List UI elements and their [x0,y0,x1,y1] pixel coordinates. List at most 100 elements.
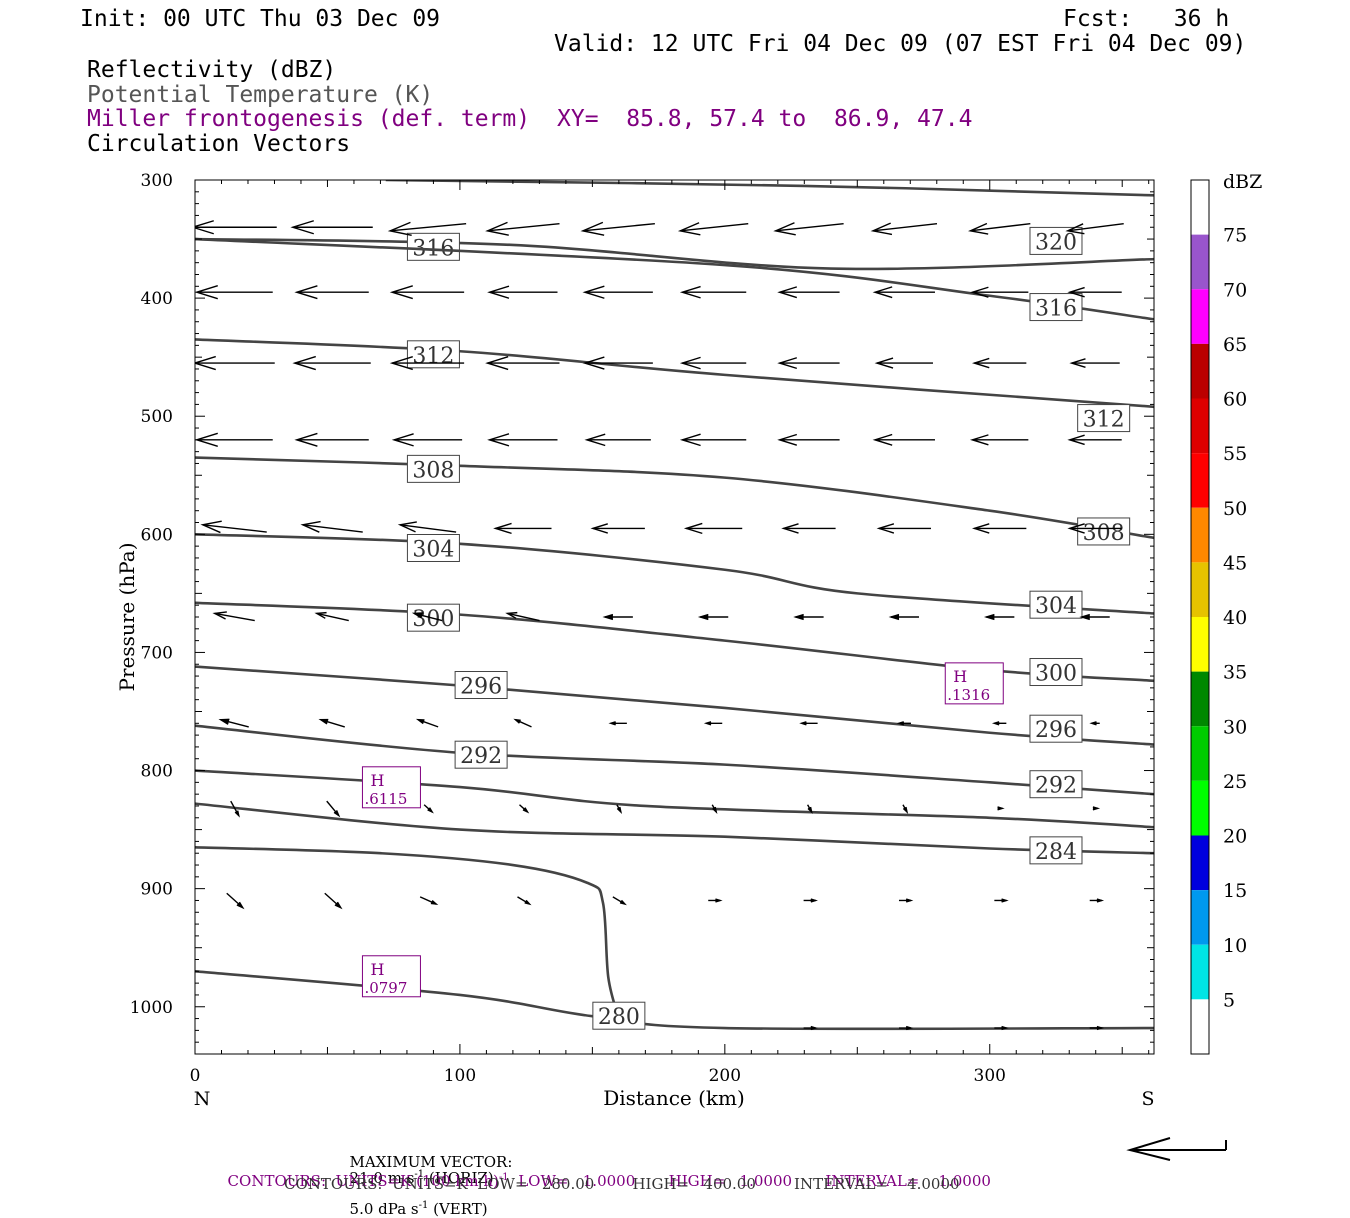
vector-head [619,899,627,906]
circulation-vector [584,433,651,447]
vector-head [679,433,701,447]
circulation-vector [212,611,255,622]
vector-head [218,718,230,725]
theta-label-box [1029,714,1083,743]
circulation-vector [1067,286,1122,298]
colorbar-segment [1191,617,1209,672]
circulation-vector [994,1025,1009,1031]
vector-shaft [202,524,267,533]
colorbar-title: dBZ [1223,171,1262,193]
circulation-vector [803,898,818,903]
circulation-vector [697,613,729,621]
vector-head [876,523,895,534]
vector-head [334,901,343,910]
circulation-vector [391,433,463,447]
fronto-max-box [361,955,421,998]
vector-head [969,286,989,298]
vector-head [487,433,510,447]
circulation-vector [493,522,552,535]
circulation-vector [799,721,818,726]
colorbar-segment [1191,890,1209,945]
vector-head [810,1025,818,1031]
max-vector-vert: 5.0 dPa s [349,1200,419,1218]
vector-shaft [775,222,844,232]
vector-shaft [487,222,560,232]
theta-label-box [406,533,460,562]
theta-contour-label: 300 [1029,658,1083,687]
vector-shaft [214,612,255,622]
vector-head [294,432,318,447]
vector-head [1067,434,1085,446]
colorbar-tick-label: 70 [1223,279,1247,301]
fronto-max-value: .1316 [947,686,990,704]
vector-head [1096,898,1105,903]
colorbar-segment [1191,835,1209,891]
circulation-vector [781,523,836,534]
vector-head [807,806,813,815]
vector-head [777,433,798,446]
circulation-vector [1079,613,1110,621]
vector-head [195,355,216,371]
circulation-vector [1065,222,1124,235]
vector-head [292,355,316,371]
colorbar-tick-label: 20 [1223,826,1247,848]
circulation-vector [777,286,840,299]
vector-head [582,356,605,370]
circulation-vector [582,285,653,299]
circulation-vector [218,718,249,728]
colorbar-segment [1191,726,1209,781]
vector-head [493,522,512,535]
vector-shaft [970,222,1031,232]
colorbar-segment [1191,453,1209,508]
vector-shaft [680,222,749,232]
colorbar-tick-label: 50 [1223,498,1247,520]
colorbar-tick-label: 10 [1223,935,1247,957]
vector-shaft [400,524,457,533]
vector-head [777,357,798,370]
vector-head [608,721,616,726]
fronto-max-symbol: H [370,771,384,790]
contours-fronto-label: CONTOURS: UNITS=K (100 km h) [227,1172,499,1190]
circulation-vector [711,804,718,815]
circulation-vector [487,433,558,447]
vector-head [195,285,218,300]
circulation-vector [1069,358,1120,368]
theta-label-box [406,454,460,483]
vector-head [590,523,608,534]
circulation-vector [294,432,369,447]
vector-head [874,357,894,369]
cross-section-endpoints: XY= 85.8, 57.4 to 86.9, 47.4 [557,106,973,132]
circulation-vector [898,898,914,903]
vector-head [1069,358,1086,368]
vector-head [677,222,701,236]
theta-contour-label: 312 [406,340,460,369]
fronto-max-value: .0797 [364,979,407,997]
circulation-vector [485,356,560,371]
field-reflectivity: Reflectivity (dBZ) [87,57,337,83]
circulation-vector [612,896,627,906]
circulation-vector [971,357,1027,369]
theta-contour-label: 292 [1029,770,1083,799]
contours-theta-line: CONTOURS: UNITS=K LOW= 280.00 HIGH= 400.… [284,1175,960,1193]
y-tick-label: 300 [141,171,173,191]
circulation-vector [411,612,443,622]
fronto-max-symbol: H [370,960,384,979]
vector-head [793,613,804,621]
y-tick-label: 400 [141,289,173,309]
colorbar-tick-label: 25 [1223,771,1247,793]
circulation-vector [991,721,1007,726]
colorbar-segment [1191,180,1209,235]
vector-head [872,433,893,446]
circulation-vector [898,1025,914,1031]
circulation-vector [1067,523,1122,534]
theta-label-text: 300 [1035,662,1077,687]
vector-head [679,285,701,299]
circulation-vector [318,718,345,728]
circulation-vector [793,613,824,621]
vector-head [427,807,434,814]
vector-head [1089,721,1097,726]
vector-head [580,221,605,236]
vector-head [697,613,709,621]
field-frontogenesis: Miller frontogenesis (def. term) [87,106,531,132]
